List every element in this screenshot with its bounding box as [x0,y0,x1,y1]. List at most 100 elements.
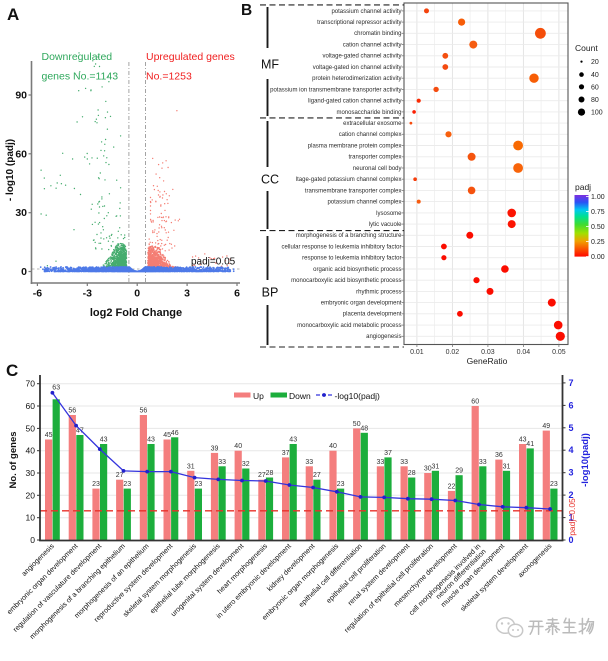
svg-text:36: 36 [495,452,503,459]
svg-text:60: 60 [15,148,27,160]
svg-text:log2 Fold Change: log2 Fold Change [90,307,182,319]
svg-text:33: 33 [479,459,487,466]
svg-text:0.75: 0.75 [591,209,605,216]
svg-text:5: 5 [569,423,574,433]
svg-text:Downregulated: Downregulated [42,51,113,63]
svg-text:cation channel complex: cation channel complex [339,132,402,138]
svg-text:protein heterodimerization act: protein heterodimerization activity [312,76,401,82]
svg-text:2: 2 [569,490,574,500]
svg-text:1.00: 1.00 [591,194,605,201]
svg-text:No. of genes: No. of genes [8,431,19,488]
svg-text:-log10(padj): -log10(padj) [335,391,381,401]
svg-text:43: 43 [147,437,155,444]
svg-text:30: 30 [424,466,432,473]
svg-text:monocarboxylic acid biosynthet: monocarboxylic acid biosynthetic process [291,278,401,284]
svg-text:43: 43 [519,437,527,444]
svg-text:0.01: 0.01 [410,349,424,356]
svg-text:response to leukemia inhibitor: response to leukemia inhibitory factor [302,256,401,262]
svg-text:27: 27 [116,472,124,479]
svg-text:monosaccharide binding: monosaccharide binding [336,110,401,116]
svg-text:50: 50 [26,423,36,433]
svg-text:45: 45 [163,432,171,439]
svg-text:28: 28 [266,470,274,477]
svg-text:MF: MF [261,58,279,72]
svg-text:potassium channel complex: potassium channel complex [327,200,401,206]
svg-text:28: 28 [408,470,416,477]
svg-text:0.00: 0.00 [591,254,605,261]
svg-text:6: 6 [234,288,240,300]
svg-text:31: 31 [503,463,511,470]
svg-text:60: 60 [471,399,479,406]
svg-text:angiogenesis: angiogenesis [366,334,401,340]
svg-text:-6: -6 [33,288,42,300]
svg-text:0.03: 0.03 [481,349,495,356]
svg-text:neuronal cell body: neuronal cell body [353,166,402,172]
svg-text:33: 33 [305,459,313,466]
svg-text:cation channel activity: cation channel activity [343,43,402,49]
svg-text:6: 6 [569,400,574,410]
svg-text:Down: Down [289,391,311,401]
svg-text:padj: padj [575,182,591,192]
svg-text:50: 50 [353,421,361,428]
svg-text:23: 23 [92,481,100,488]
svg-text:Up: Up [253,391,264,401]
svg-text:40: 40 [234,443,242,450]
svg-text:ltage-gated potassium channel: ltage-gated potassium channel complex [296,177,402,183]
svg-text:padj=0.05: padj=0.05 [191,257,236,268]
svg-text:48: 48 [360,425,368,432]
svg-text:23: 23 [550,481,558,488]
svg-text:43: 43 [100,437,108,444]
svg-text:100: 100 [591,110,603,117]
svg-text:3: 3 [184,288,190,300]
svg-text:60: 60 [591,84,599,91]
svg-text:4: 4 [569,445,574,455]
svg-text:80: 80 [591,97,599,104]
svg-text:49: 49 [542,423,550,430]
svg-text:padj=0.05: padj=0.05 [567,498,577,536]
svg-text:63: 63 [52,385,60,392]
svg-text:Count: Count [575,43,598,53]
svg-text:33: 33 [377,459,385,466]
svg-text:60: 60 [26,401,36,411]
svg-text:rhythmic process: rhythmic process [356,289,401,295]
svg-text:30: 30 [15,207,27,219]
svg-text:0: 0 [30,535,35,545]
svg-text:70: 70 [26,379,36,389]
svg-text:voltage-gated channel activity: voltage-gated channel activity [322,54,401,60]
svg-text:organic acid biosynthetic proc: organic acid biosynthetic process [313,267,401,273]
svg-text:10: 10 [26,513,36,523]
svg-text:0.02: 0.02 [446,349,460,356]
svg-text:No.=1253: No.=1253 [146,71,192,83]
svg-text:32: 32 [242,461,250,468]
svg-text:monocarboxylic acid metabolic: monocarboxylic acid metabolic process [297,323,401,329]
svg-text:33: 33 [218,459,226,466]
svg-text:B: B [241,2,252,19]
svg-text:39: 39 [211,445,219,452]
svg-text:7: 7 [569,378,574,388]
svg-text:41: 41 [526,441,534,448]
svg-text:40: 40 [26,446,36,456]
svg-text:transporter complex: transporter complex [348,155,401,161]
svg-text:ligand-gated cation channel ac: ligand-gated cation channel activity [308,99,401,105]
svg-text:embryonic organ development: embryonic organ development [321,301,402,307]
svg-text:45: 45 [45,432,53,439]
svg-text:0: 0 [21,266,27,278]
svg-text:3: 3 [569,468,574,478]
svg-text:Upregulated genes: Upregulated genes [146,51,235,63]
svg-text:1: 1 [569,513,574,523]
svg-text:0: 0 [569,535,574,545]
svg-text:23: 23 [195,481,203,488]
svg-text:morphogenesis of a branching s: morphogenesis of a branching structure [296,233,402,239]
svg-text:0.04: 0.04 [517,349,531,356]
svg-text:lysosome: lysosome [376,211,402,217]
svg-text:37: 37 [384,450,392,457]
svg-text:C: C [6,361,18,380]
svg-text:40: 40 [591,72,599,79]
svg-text:22: 22 [448,483,456,490]
svg-text:46: 46 [171,430,179,437]
svg-text:90: 90 [15,90,27,102]
svg-text:chromatin binding: chromatin binding [354,31,401,37]
svg-text:23: 23 [337,481,345,488]
svg-text:56: 56 [68,408,76,415]
svg-text:27: 27 [258,472,266,479]
